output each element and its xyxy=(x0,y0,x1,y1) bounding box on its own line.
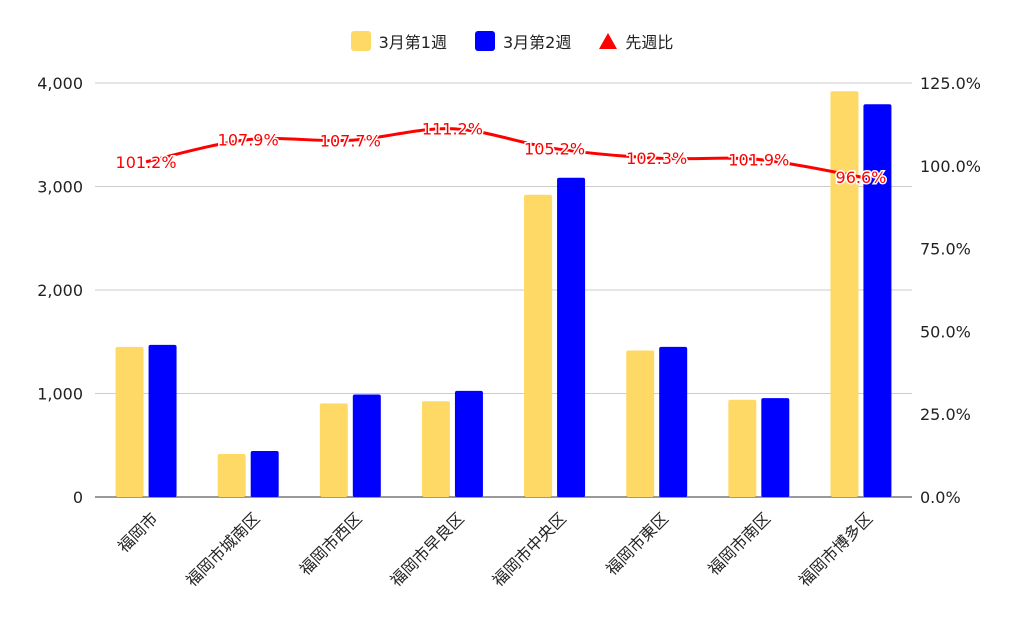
bars xyxy=(115,91,892,497)
category-labels: 福岡市 福岡市城南区 福岡市西区 福岡市早良区 福岡市中央区 福岡市東区 福岡市南区 福岡市博… xyxy=(114,509,876,590)
left-axis-tick-label: 0 xyxy=(73,488,83,507)
bar-2[interactable] xyxy=(250,450,279,497)
category-label: 福岡市 xyxy=(114,509,161,556)
bar-2[interactable] xyxy=(454,390,483,497)
right-axis-tick-label: 100.0% xyxy=(920,157,981,176)
line-data-label: 96.6% xyxy=(836,168,887,187)
category-label: 福岡市早良区 xyxy=(386,509,467,590)
bar-2[interactable] xyxy=(659,346,688,497)
bar-2[interactable] xyxy=(863,104,892,497)
legend-label-series-2: 3月第2週 xyxy=(502,33,572,52)
bar-2[interactable] xyxy=(148,344,177,497)
line-data-label: 111.2% xyxy=(422,120,483,139)
legend: 3月第1週 3月第2週 先週比 xyxy=(0,28,1024,54)
right-axis-tick-label: 125.0% xyxy=(920,74,981,93)
left-axis-tick-label: 3,000 xyxy=(37,178,83,197)
left-axis-ticks: 0 1,000 2,000 3,000 4,000 xyxy=(37,74,83,507)
legend-label-line: 先週比 xyxy=(625,33,674,52)
bar-1[interactable] xyxy=(524,194,553,497)
legend-swatch-series-1 xyxy=(350,31,371,51)
category-label: 福岡市南区 xyxy=(704,509,774,579)
category-label: 福岡市博多区 xyxy=(795,509,876,590)
right-axis-tick-label: 75.0% xyxy=(920,240,971,259)
line-series: 101.2% 107.9% 107.7% 111.2% 105.2% 102.3% 101.… xyxy=(114,118,888,188)
legend-label-series-1: 3月第1週 xyxy=(378,33,447,52)
bar-1[interactable] xyxy=(626,350,655,497)
left-axis-tick-label: 2,000 xyxy=(37,281,83,300)
right-axis-tick-label: 0.0% xyxy=(920,488,961,507)
line-data-label: 105.2% xyxy=(524,140,585,159)
bar-1[interactable] xyxy=(217,454,246,497)
category-label: 福岡市東区 xyxy=(602,509,672,579)
category-label: 福岡市中央区 xyxy=(489,509,570,590)
line-data-label: 101.2% xyxy=(116,153,177,172)
category-label: 福岡市城南区 xyxy=(182,509,263,590)
bar-1[interactable] xyxy=(115,346,144,497)
right-axis-ticks: 0.0% 25.0% 50.0% 75.0% 100.0% 125.0% xyxy=(920,74,981,507)
right-axis-tick-label: 25.0% xyxy=(920,405,971,424)
bar-2[interactable] xyxy=(761,398,790,497)
bar-1[interactable] xyxy=(830,91,859,497)
triangle-icon xyxy=(599,33,618,49)
legend-swatch-series-2 xyxy=(474,31,495,51)
legend-item-line[interactable]: 先週比 xyxy=(599,29,673,53)
bar-2[interactable] xyxy=(557,177,586,497)
line-series-path xyxy=(145,127,862,179)
line-data-label: 107.9% xyxy=(218,131,279,150)
bar-1[interactable] xyxy=(319,403,348,497)
category-label: 福岡市西区 xyxy=(296,509,366,579)
bar-2[interactable] xyxy=(352,394,381,497)
legend-item-series-2[interactable]: 3月第2週 xyxy=(474,29,572,53)
left-axis-tick-label: 1,000 xyxy=(37,385,83,404)
left-axis-tick-label: 4,000 xyxy=(37,74,83,93)
line-data-label: 102.3% xyxy=(626,149,687,168)
right-axis-tick-label: 50.0% xyxy=(920,322,971,341)
bar-1[interactable] xyxy=(421,401,450,497)
bar-1[interactable] xyxy=(728,399,757,497)
legend-item-series-1[interactable]: 3月第1週 xyxy=(350,29,447,53)
line-data-label: 101.9% xyxy=(728,151,789,170)
line-data-label: 107.7% xyxy=(320,131,381,150)
